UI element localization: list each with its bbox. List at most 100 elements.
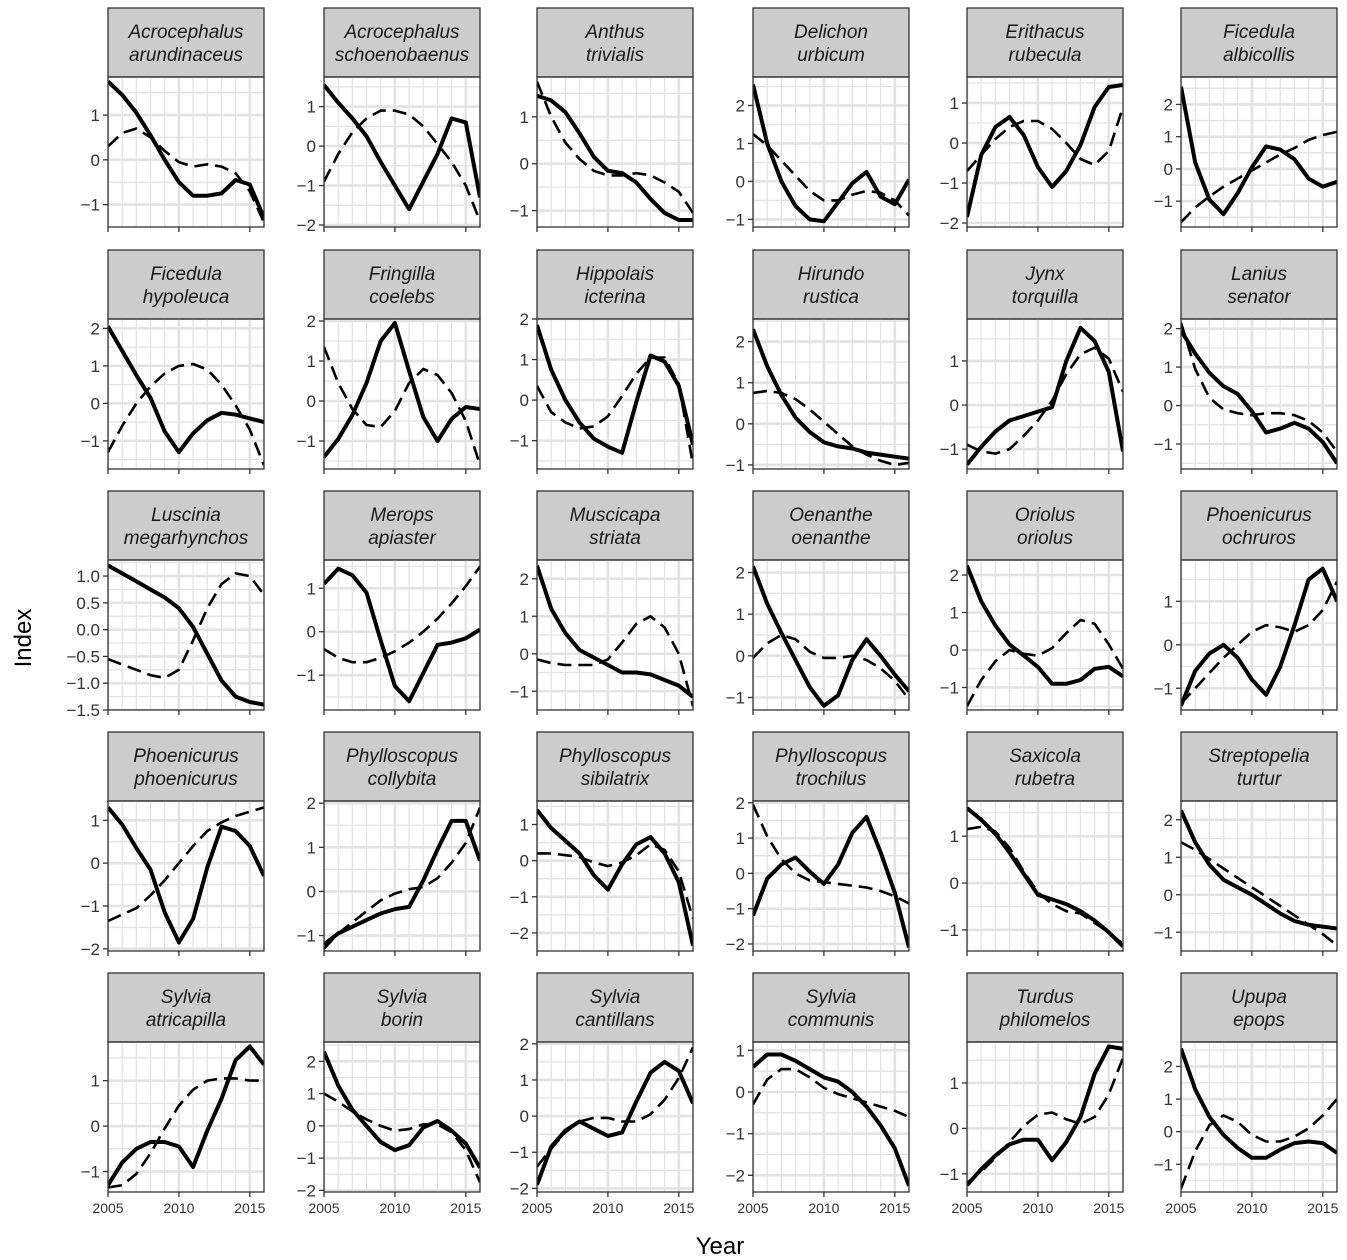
strip-label: Anthus: [584, 22, 645, 43]
strip-background: [107, 249, 265, 320]
y-tick-label: 0: [1164, 397, 1173, 416]
y-tick-label: 0: [91, 394, 100, 413]
y-tick-label: 1: [1164, 358, 1173, 377]
series-line-observed: [753, 84, 909, 224]
strip-label: apiaster: [368, 528, 436, 549]
series-line-fitted: [108, 1077, 264, 1189]
strip-background: [323, 490, 481, 561]
series-line-observed: [537, 808, 693, 947]
y-tick-label: 1: [736, 374, 745, 393]
gridlines: [108, 77, 264, 227]
y-tick-label: −1: [81, 196, 100, 215]
gridlines: [967, 801, 1123, 951]
y-tick-label: −1: [940, 174, 959, 193]
panel-border: [536, 76, 694, 228]
series-lines: [967, 806, 1123, 948]
strip-label: Phylloscopus: [559, 746, 671, 767]
series-line-fitted: [967, 618, 1123, 707]
gridlines: [967, 1042, 1123, 1192]
strip-label: hypoleuca: [143, 287, 230, 308]
y-tick-label: −1: [510, 432, 529, 451]
y-tick-label: −2: [297, 216, 316, 235]
panel-border: [536, 800, 694, 952]
y-tick-label: 1: [520, 1071, 529, 1090]
series-line-observed: [324, 818, 480, 946]
x-tick-label: 2005: [737, 1200, 768, 1216]
y-tick-label: 1: [91, 106, 100, 125]
strip-label: striata: [589, 528, 641, 549]
series-line-fitted: [537, 614, 693, 707]
strip-label: Turdus: [1016, 987, 1074, 1008]
x-tick-label: 2010: [1022, 1200, 1053, 1216]
series-line-fitted: [537, 356, 693, 466]
y-tick-label: 1: [736, 1041, 745, 1060]
strip-label: philomelos: [999, 1010, 1091, 1031]
strip-label: atricapilla: [146, 1010, 226, 1031]
strip-label: rubetra: [1015, 769, 1075, 790]
y-tick-label: 2: [1164, 320, 1173, 339]
strip-label: rubecula: [1009, 45, 1082, 66]
y-tick-label: −0.5: [66, 647, 100, 666]
y-tick-label: −1: [81, 432, 100, 451]
y-tick-label: 2: [736, 333, 745, 352]
panel-border: [107, 559, 265, 711]
series-line-fitted: [753, 633, 909, 701]
series-line-fitted: [1181, 322, 1337, 453]
y-tick-label: −1: [940, 1165, 959, 1184]
y-tick-label: 2: [1164, 1057, 1173, 1076]
strip-label: senator: [1227, 287, 1291, 308]
y-tick-label: −1: [940, 921, 959, 940]
y-tick-label: −1: [940, 679, 959, 698]
strip-label: Phoenicurus: [1206, 505, 1312, 526]
panel-border: [536, 559, 694, 711]
panel-border: [966, 76, 1124, 228]
strip-label: Ficedula: [1223, 22, 1295, 43]
x-tick-label: 2005: [1165, 1200, 1196, 1216]
series-lines: [324, 565, 480, 704]
y-tick-label: 1: [520, 815, 529, 834]
series-line-fitted: [1181, 1098, 1337, 1190]
panel-border: [107, 76, 265, 228]
panel-border: [536, 318, 694, 470]
y-tick-label: 0: [307, 1117, 316, 1136]
series-lines: [1181, 809, 1337, 947]
y-tick-label: 1: [520, 108, 529, 127]
y-tick-label: 1: [736, 605, 745, 624]
y-tick-label: 1: [950, 352, 959, 371]
y-tick-label: 0: [1164, 886, 1173, 905]
y-tick-label: −2: [510, 1179, 529, 1198]
y-tick-label: −1: [726, 689, 745, 708]
y-tick-label: −1: [726, 1125, 745, 1144]
gridlines: [537, 77, 693, 227]
strip-background: [966, 731, 1124, 802]
series-lines: [108, 1044, 264, 1189]
series-lines: [753, 328, 909, 467]
gridlines: [324, 801, 480, 951]
panel-border: [107, 800, 265, 952]
gridlines: [753, 77, 909, 227]
series-line-fitted: [324, 807, 480, 950]
series-line-fitted: [753, 803, 909, 905]
panel-border: [107, 1041, 265, 1193]
strip-label: communis: [788, 1010, 875, 1031]
y-tick-label: −1: [81, 897, 100, 916]
series-line-observed: [1181, 86, 1337, 217]
series-line-fitted: [537, 843, 693, 919]
strip-label: Phylloscopus: [775, 746, 887, 767]
y-tick-label: 1: [91, 811, 100, 830]
strip-label: Erithacus: [1005, 22, 1085, 43]
panel-border: [107, 318, 265, 470]
gridlines: [324, 1042, 480, 1192]
y-tick-label: 1: [736, 829, 745, 848]
strip-label: Hirundo: [798, 264, 865, 285]
series-lines: [324, 321, 480, 466]
panel-border: [1180, 318, 1338, 470]
strip-label: borin: [381, 1010, 423, 1031]
series-lines: [537, 81, 693, 222]
series-line-fitted: [1181, 581, 1337, 705]
